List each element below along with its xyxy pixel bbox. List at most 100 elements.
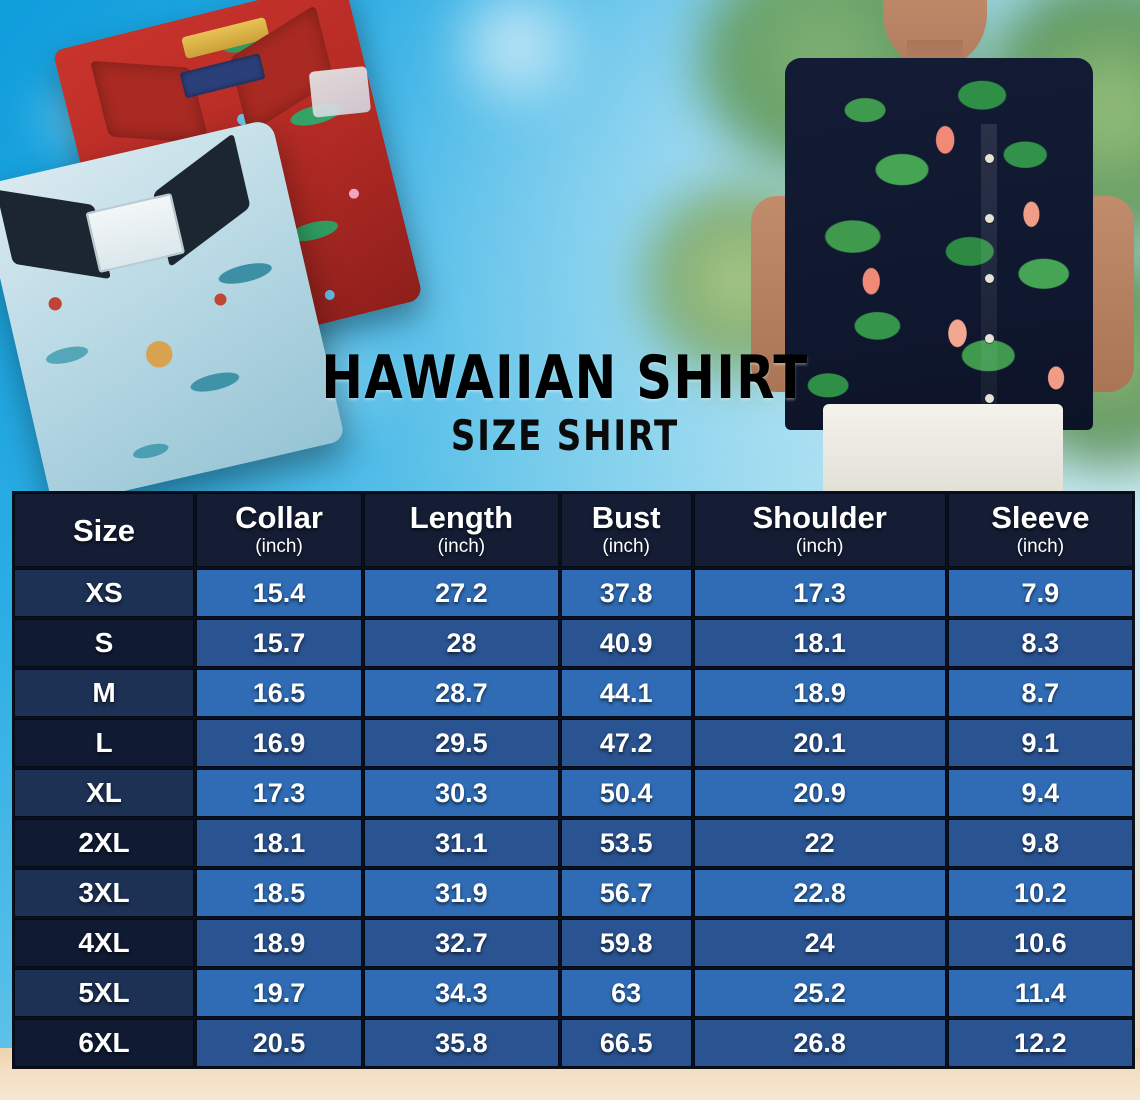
cell-3xl-bust: 56.7	[560, 869, 692, 917]
cell-m-length: 28.7	[364, 669, 559, 717]
shirt-button	[985, 274, 994, 283]
size-label-l: L	[14, 719, 194, 767]
cell-4xl-collar: 18.9	[196, 919, 363, 967]
shirt-button	[985, 394, 994, 403]
table-row: 6XL 20.5 35.8 66.5 26.8 12.2	[14, 1019, 1133, 1067]
model-shirt-torso	[785, 58, 1093, 480]
cell-l-collar: 16.9	[196, 719, 363, 767]
size-label-m: M	[14, 669, 194, 717]
cell-5xl-collar: 19.7	[196, 969, 363, 1017]
cell-4xl-length: 32.7	[364, 919, 559, 967]
cell-xs-length: 27.2	[364, 569, 559, 617]
cell-3xl-shoulder: 22.8	[693, 869, 946, 917]
column-header-length: Length (inch)	[364, 493, 559, 567]
column-header-unit: (inch)	[437, 535, 486, 557]
size-label-xl: XL	[14, 769, 194, 817]
size-label-3xl: 3XL	[14, 869, 194, 917]
column-header-unit: (inch)	[602, 535, 650, 557]
table-row: L 16.9 29.5 47.2 20.1 9.1	[14, 719, 1133, 767]
cell-m-sleeve: 8.7	[947, 669, 1133, 717]
cell-xs-shoulder: 17.3	[693, 569, 946, 617]
size-label-xs: XS	[14, 569, 194, 617]
page-subtitle: SIZE SHIRT	[450, 411, 680, 460]
column-header-unit: (inch)	[795, 535, 844, 557]
cell-6xl-bust: 66.5	[560, 1019, 692, 1067]
cell-s-sleeve: 8.3	[947, 619, 1133, 667]
cell-2xl-shoulder: 22	[693, 819, 946, 867]
column-header-bust: Bust (inch)	[560, 493, 692, 567]
cell-2xl-bust: 53.5	[560, 819, 692, 867]
size-label-s: S	[14, 619, 194, 667]
cell-4xl-sleeve: 10.6	[947, 919, 1133, 967]
header-row: Size Collar (inch) Length (inch) Bust (inch) Sh…	[14, 493, 1133, 567]
cell-6xl-sleeve: 12.2	[947, 1019, 1133, 1067]
model-photo	[735, 0, 1140, 492]
cell-5xl-length: 34.3	[364, 969, 559, 1017]
cell-5xl-shoulder: 25.2	[693, 969, 946, 1017]
cell-s-collar: 15.7	[196, 619, 363, 667]
cell-5xl-sleeve: 11.4	[947, 969, 1133, 1017]
cell-2xl-length: 31.1	[364, 819, 559, 867]
cell-3xl-collar: 18.5	[196, 869, 363, 917]
table-row: 5XL 19.7 34.3 63 25.2 11.4	[14, 969, 1133, 1017]
cell-xs-collar: 15.4	[196, 569, 363, 617]
page-title: HAWAIIAN SHIRT	[321, 343, 809, 413]
table-row: 3XL 18.5 31.9 56.7 22.8 10.2	[14, 869, 1133, 917]
cell-xl-length: 30.3	[364, 769, 559, 817]
cell-3xl-sleeve: 10.2	[947, 869, 1133, 917]
table-row: 4XL 18.9 32.7 59.8 24 10.6	[14, 919, 1133, 967]
cell-2xl-collar: 18.1	[196, 819, 363, 867]
sleeve-badge	[308, 65, 372, 118]
cell-xl-collar: 17.3	[196, 769, 363, 817]
cell-6xl-collar: 20.5	[196, 1019, 363, 1067]
table-row: M 16.5 28.7 44.1 18.9 8.7	[14, 669, 1133, 717]
sun-glow	[430, 0, 600, 120]
title-block: HAWAIIAN SHIRT SIZE SHIRT	[300, 348, 830, 458]
column-header-name: Sleeve	[991, 499, 1090, 535]
cell-l-length: 29.5	[364, 719, 559, 767]
shirt-button	[985, 214, 994, 223]
cell-xl-bust: 50.4	[560, 769, 692, 817]
cell-xl-sleeve: 9.4	[947, 769, 1133, 817]
column-header-name: Bust	[591, 499, 661, 535]
shirt-button	[985, 154, 994, 163]
table-row: XS 15.4 27.2 37.8 17.3 7.9	[14, 569, 1133, 617]
size-chart-table: Size Collar (inch) Length (inch) Bust (inch) Sh…	[12, 491, 1135, 1069]
size-label-2xl: 2XL	[14, 819, 194, 867]
column-header-name: Collar	[235, 499, 323, 535]
size-chart-container: Size Collar (inch) Length (inch) Bust (inch) Sh…	[12, 491, 1135, 1069]
cell-l-sleeve: 9.1	[947, 719, 1133, 767]
column-header-name: Shoulder	[752, 499, 887, 535]
column-header-name: Size	[72, 512, 136, 548]
cell-xs-sleeve: 7.9	[947, 569, 1133, 617]
cell-xl-shoulder: 20.9	[693, 769, 946, 817]
cell-6xl-length: 35.8	[364, 1019, 559, 1067]
size-label-6xl: 6XL	[14, 1019, 194, 1067]
cell-5xl-bust: 63	[560, 969, 692, 1017]
cell-xs-bust: 37.8	[560, 569, 692, 617]
cell-m-shoulder: 18.9	[693, 669, 946, 717]
cell-4xl-bust: 59.8	[560, 919, 692, 967]
column-header-name: Length	[409, 499, 514, 535]
column-header-size: Size	[14, 493, 194, 567]
table-row: S 15.7 28 40.9 18.1 8.3	[14, 619, 1133, 667]
cell-l-shoulder: 20.1	[693, 719, 946, 767]
column-header-unit: (inch)	[1016, 535, 1065, 557]
cell-s-length: 28	[364, 619, 559, 667]
column-header-collar: Collar (inch)	[196, 493, 363, 567]
column-header-unit: (inch)	[255, 535, 303, 557]
size-label-4xl: 4XL	[14, 919, 194, 967]
table-row: XL 17.3 30.3 50.4 20.9 9.4	[14, 769, 1133, 817]
cell-s-bust: 40.9	[560, 619, 692, 667]
shirt-placket	[981, 124, 997, 480]
cell-3xl-length: 31.9	[364, 869, 559, 917]
size-label-5xl: 5XL	[14, 969, 194, 1017]
model-shorts	[823, 404, 1063, 492]
column-header-shoulder: Shoulder (inch)	[693, 493, 946, 567]
cell-m-bust: 44.1	[560, 669, 692, 717]
cell-6xl-shoulder: 26.8	[693, 1019, 946, 1067]
table-row: 2XL 18.1 31.1 53.5 22 9.8	[14, 819, 1133, 867]
cell-2xl-sleeve: 9.8	[947, 819, 1133, 867]
column-header-sleeve: Sleeve (inch)	[947, 493, 1133, 567]
